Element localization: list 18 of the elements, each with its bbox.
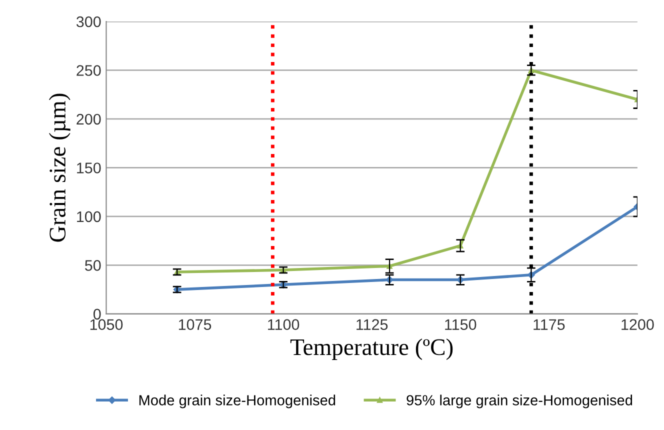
legend-label: 95% large grain size-Homogenised — [406, 394, 632, 408]
y-tick-label: 50 — [85, 260, 101, 271]
y-tick-label: 200 — [76, 114, 101, 125]
y-tick-label: 100 — [77, 211, 101, 222]
x-tick-label: 1200 — [622, 319, 654, 330]
x-tick-label: 1125 — [356, 319, 388, 330]
y-tick-label: 250 — [76, 65, 101, 76]
y-tick-label: 300 — [76, 16, 101, 28]
x-tick-label: 1150 — [445, 319, 476, 330]
y-tick-label: 0 — [93, 308, 101, 320]
legend-label: Mode grain size-Homogenised — [139, 394, 336, 408]
x-tick-label: 1075 — [178, 319, 212, 330]
x-axis-title: Temperature (ºC) — [290, 338, 453, 360]
y-tick-label: 150 — [77, 162, 101, 174]
y-axis-title: Grain size (µm) — [48, 94, 70, 242]
x-tick-label: 1050 — [90, 319, 123, 330]
x-tick-label: 1175 — [534, 319, 565, 330]
x-tick-label: 1100 — [268, 319, 300, 330]
